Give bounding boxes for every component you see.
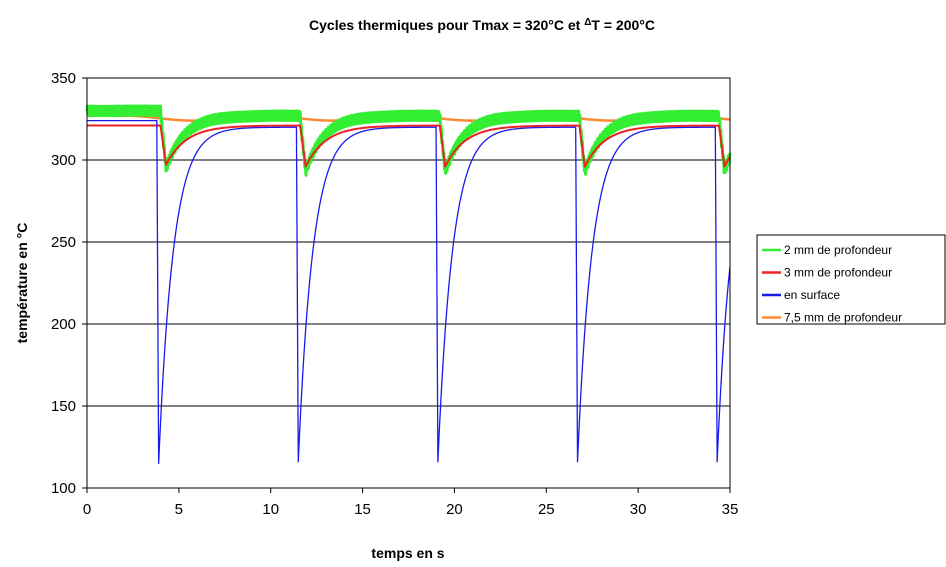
x-tick-label: 5: [175, 501, 183, 518]
chart-title-delta: Δ: [584, 17, 591, 28]
chart-title-suffix: T = 200°C: [591, 17, 655, 33]
series-line-3mm: [86, 124, 731, 168]
legend-label: 7,5 mm de profondeur: [784, 311, 902, 325]
x-tick-label: 0: [83, 501, 91, 518]
x-axis-ticks: 0 5 10 15 20 25 30 35: [83, 488, 739, 518]
y-tick-label: 200: [51, 316, 76, 333]
x-tick-label: 15: [354, 501, 371, 518]
chart-title-prefix: Cycles thermiques pour Tmax = 320°C et: [309, 17, 584, 33]
grid: [87, 159, 730, 407]
x-tick-label: 30: [630, 501, 647, 518]
chart-title: Cycles thermiques pour Tmax = 320°C et Δ…: [309, 17, 655, 33]
y-tick-label: 150: [51, 398, 76, 415]
legend-label: en surface: [784, 288, 840, 302]
legend-box: [756, 234, 946, 325]
plot-series: [85, 104, 732, 465]
series-line-2mm: [85, 104, 732, 177]
x-tick-label: 20: [446, 501, 463, 518]
series-line-surface: [86, 119, 731, 465]
x-tick-label: 35: [722, 501, 739, 518]
legend-label: 3 mm de profondeur: [784, 266, 892, 280]
plot-area: [86, 77, 731, 489]
y-tick-label: 250: [51, 234, 76, 251]
y-tick-label: 300: [51, 152, 76, 169]
y-tick-label: 100: [51, 480, 76, 497]
x-tick-label: 10: [262, 501, 279, 518]
legend-label: 2 mm de profondeur: [784, 243, 892, 257]
x-axis-label: temps en s: [371, 545, 444, 561]
y-axis-ticks: 100 150 200 250 300 350: [51, 70, 87, 497]
x-tick-label: 25: [538, 501, 555, 518]
y-tick-label: 350: [51, 70, 76, 87]
legend: 2 mm de profondeur 3 mm de profondeur en s…: [756, 234, 946, 325]
y-axis-label: température en °C: [14, 223, 30, 344]
